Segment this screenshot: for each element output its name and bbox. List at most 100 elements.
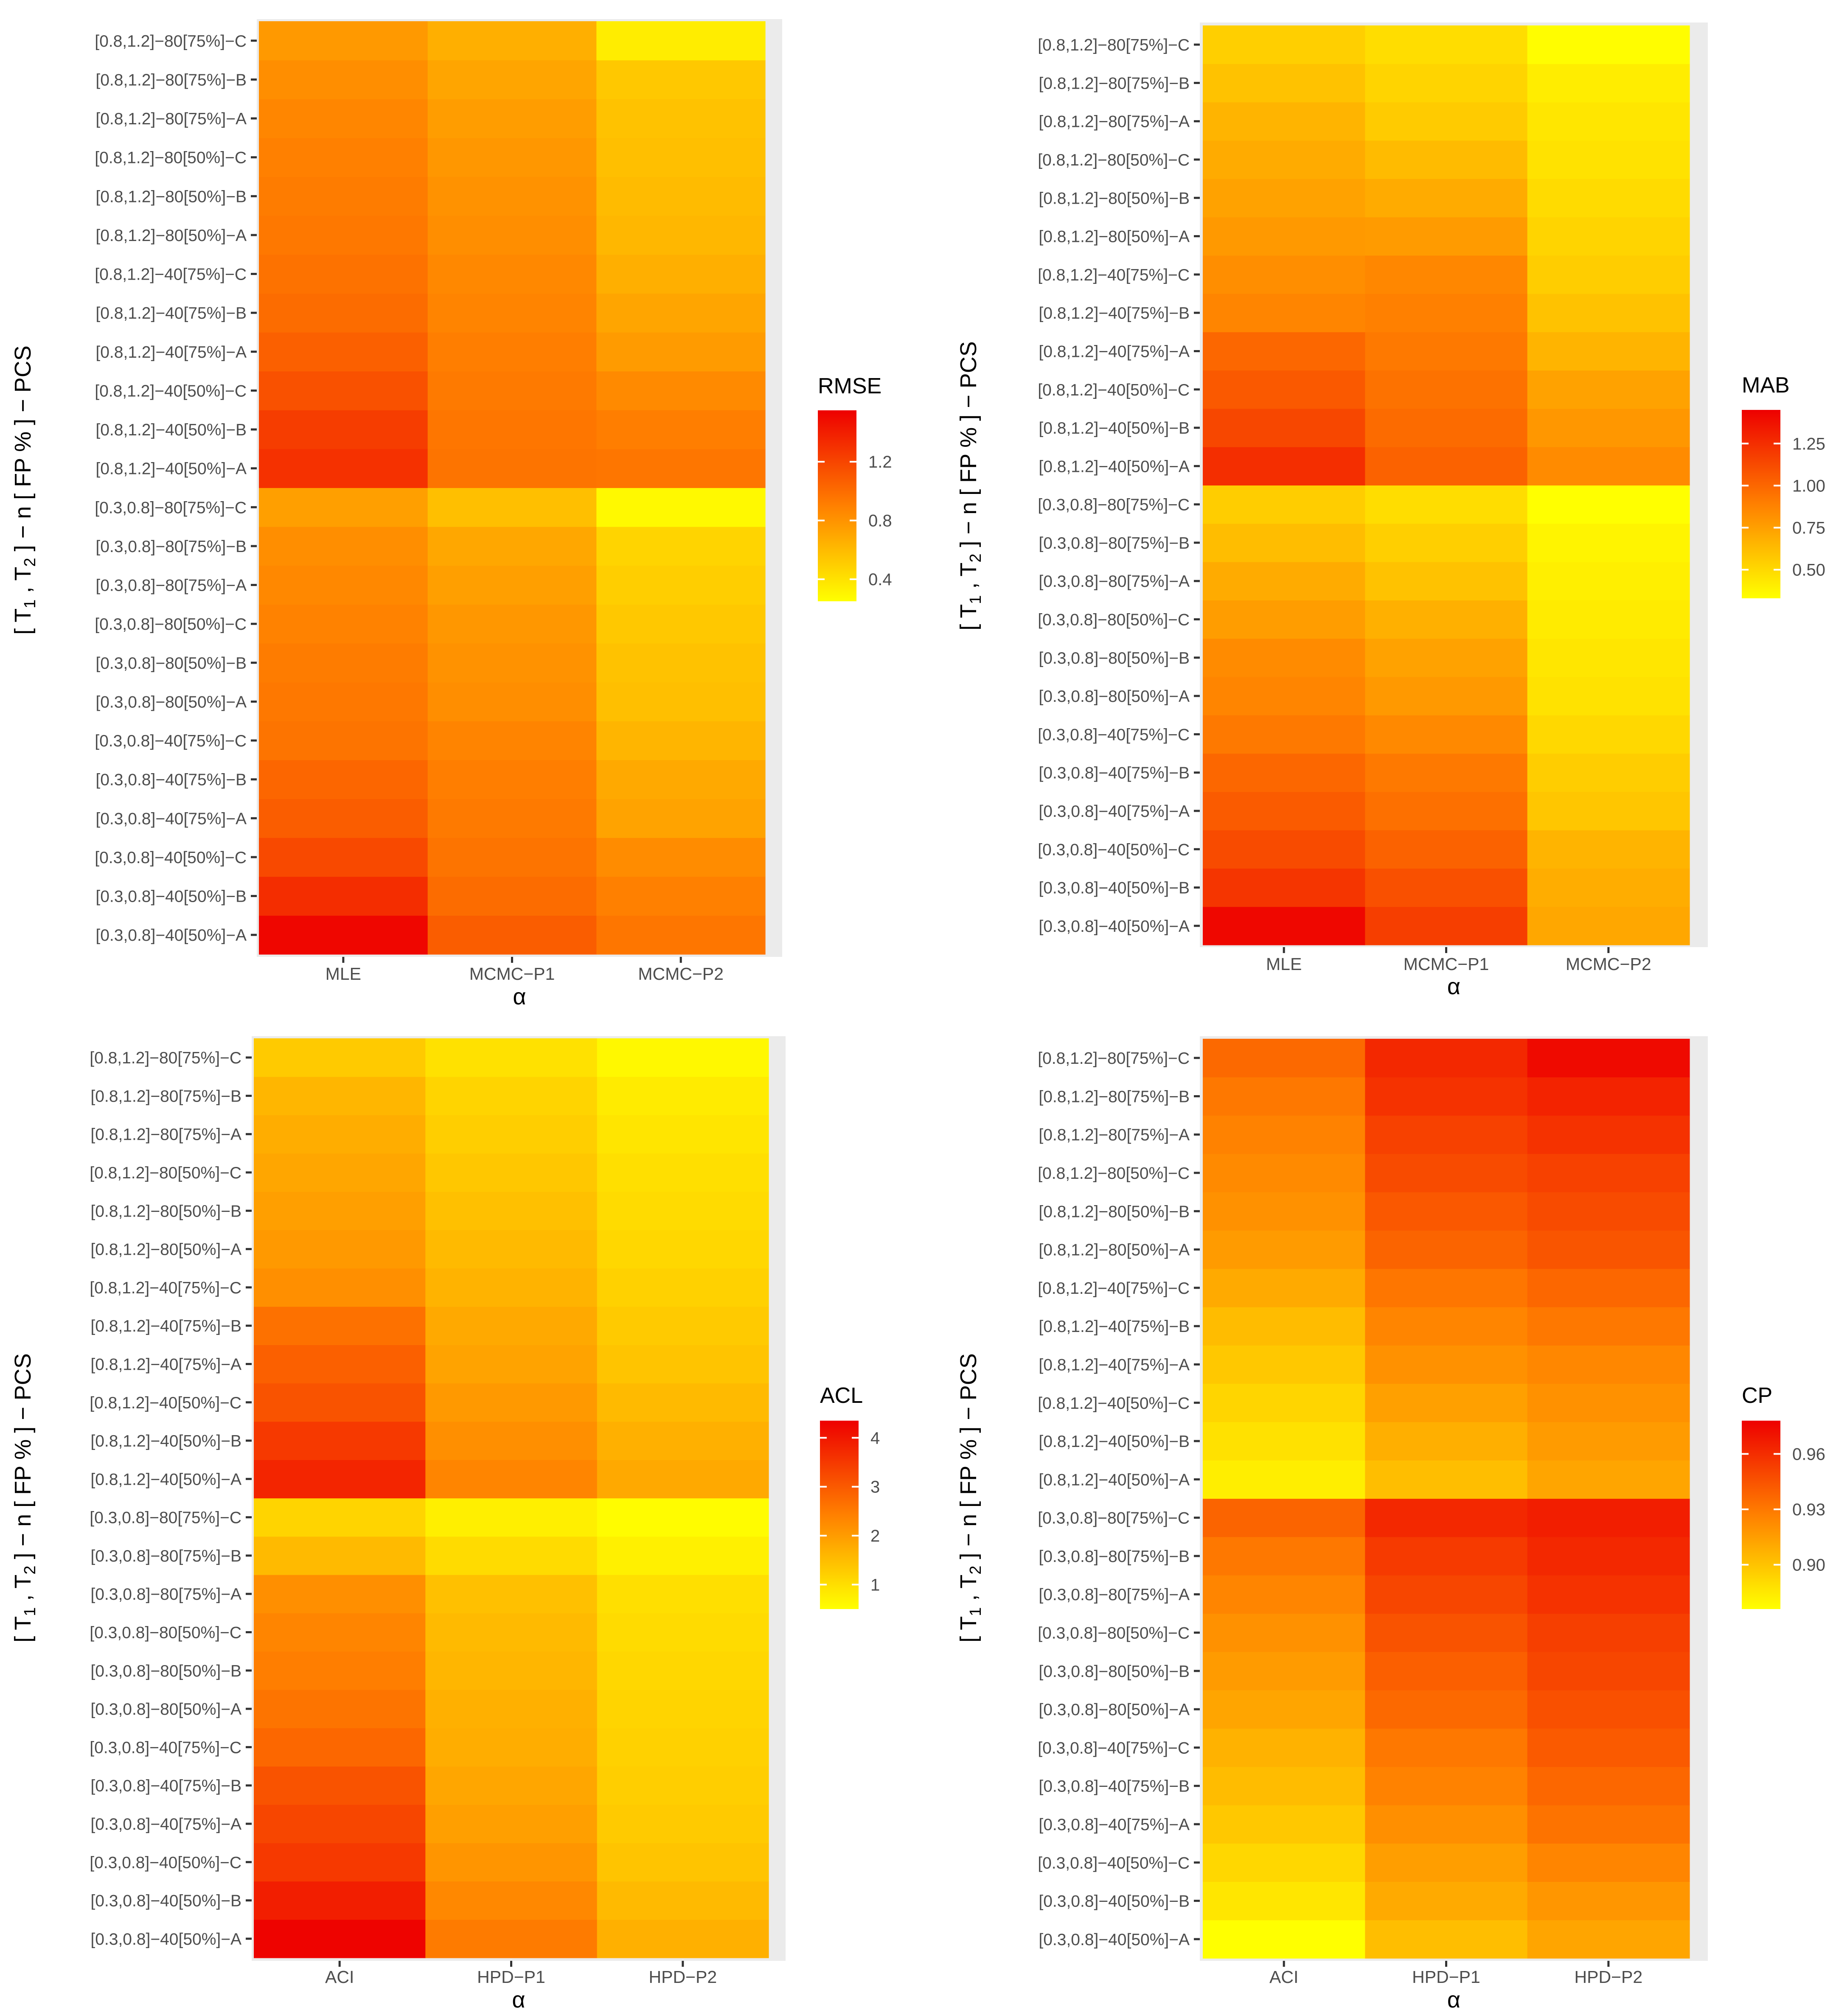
cp-y-axis-title: [ T1 , T2 ] − n [ FP % ] − PCS — [956, 1353, 985, 1643]
acl-tile — [425, 1498, 598, 1537]
mab-legend-tick-label: 1.25 — [1792, 435, 1825, 453]
mab-x-tick-label: MCMC−P1 — [1404, 954, 1489, 974]
acl-tile — [425, 1268, 598, 1307]
acl-y-tick-label: [0.3,0.8]−40[75%]−B — [90, 1777, 241, 1795]
mab-legend-title: MAB — [1742, 373, 1790, 398]
mab-tile — [1365, 562, 1528, 600]
cp-tile — [1527, 1230, 1690, 1269]
rmse-y-tick-label: [0.3,0.8]−80[75%]−A — [95, 577, 247, 595]
rmse-tiles — [259, 21, 766, 955]
mab-tile — [1203, 753, 1365, 792]
rmse-tile — [259, 760, 428, 799]
mab-tile — [1527, 255, 1690, 294]
cp-tile — [1365, 1881, 1528, 1921]
mab-tile — [1365, 600, 1528, 639]
cp-tile — [1365, 1805, 1528, 1844]
cp-tile — [1203, 1498, 1365, 1537]
rmse-x-tick-label: MLE — [326, 964, 361, 984]
mab-tile — [1527, 294, 1690, 332]
rmse-tile — [596, 915, 766, 955]
acl-y-tick-label: [0.3,0.8]−40[50%]−B — [90, 1892, 241, 1910]
cp-tile — [1203, 1383, 1365, 1422]
cp-tile — [1203, 1422, 1365, 1461]
mab-tile — [1365, 102, 1528, 141]
mab-tile — [1365, 294, 1528, 332]
rmse-tile — [427, 488, 597, 527]
mab-tile — [1365, 523, 1528, 562]
rmse-tile — [259, 527, 428, 566]
acl-tile — [597, 1881, 769, 1920]
cp-legend-tick-label: 0.90 — [1792, 1556, 1825, 1575]
rmse-tile — [259, 799, 428, 838]
mab-tile — [1203, 408, 1365, 447]
mab-tile — [1365, 485, 1528, 524]
mab-y-tick-label: [0.8,1.2]−40[75%]−A — [1039, 342, 1190, 361]
cp-tile — [1365, 1268, 1528, 1307]
rmse-y-tick-label: [0.3,0.8]−80[75%]−B — [95, 538, 247, 556]
rmse-y-axis-title: [ T1 , T2 ] − n [ FP % ] − PCS — [10, 345, 39, 635]
rmse-tile — [427, 565, 597, 605]
rmse-tile — [427, 254, 597, 294]
cp-tile — [1527, 1690, 1690, 1729]
cp-tile — [1203, 1230, 1365, 1269]
acl-tile — [254, 1919, 426, 1958]
rmse-tile — [596, 371, 766, 410]
mab-tile — [1365, 332, 1528, 371]
rmse-tile — [596, 99, 766, 138]
acl-tile — [254, 1575, 426, 1613]
acl-tile — [597, 1843, 769, 1882]
acl-tile — [597, 1115, 769, 1154]
cp-y-tick-label: [0.8,1.2]−80[75%]−A — [1039, 1126, 1190, 1144]
acl-tile — [597, 1689, 769, 1728]
acl-legend-colorbar — [820, 1421, 859, 1609]
rmse-panel: [0.3,0.8]−40[50%]−A [0.3,0.8]−40[50%]−B [0… — [10, 19, 892, 1009]
mab-y-tick-label: [0.3,0.8]−80[75%]−B — [1039, 534, 1190, 552]
mab-tile — [1365, 638, 1528, 677]
acl-tile — [254, 1192, 426, 1231]
mab-tile — [1527, 523, 1690, 562]
mab-y-tick-label: [0.8,1.2]−80[75%]−A — [1039, 113, 1190, 131]
acl-tile — [254, 1077, 426, 1116]
acl-tile — [254, 1421, 426, 1460]
mab-tile — [1527, 370, 1690, 409]
mab-legend: MAB 0.50 0.75 1.00 1.25 — [1742, 373, 1825, 598]
rmse-tile — [259, 838, 428, 877]
cp-y-tick-label: [0.3,0.8]−40[50%]−C — [1038, 1854, 1190, 1872]
mab-tile — [1365, 408, 1528, 447]
rmse-tile — [596, 760, 766, 799]
rmse-y-tick-label: [0.8,1.2]−40[50%]−B — [95, 421, 247, 439]
rmse-tile — [596, 876, 766, 916]
acl-tile — [597, 1038, 769, 1077]
acl-y-tick-label: [0.3,0.8]−80[75%]−A — [90, 1585, 241, 1604]
acl-tile — [425, 1651, 598, 1690]
cp-tile — [1203, 1268, 1365, 1307]
rmse-tile — [596, 488, 766, 527]
cp-y-tick-label: [0.8,1.2]−40[50%]−A — [1039, 1471, 1190, 1489]
rmse-tile — [427, 721, 597, 760]
mab-y-tick-label: [0.8,1.2]−80[50%]−A — [1039, 228, 1190, 246]
cp-tile — [1203, 1690, 1365, 1729]
mab-tile — [1527, 408, 1690, 447]
acl-tile — [254, 1038, 426, 1077]
acl-tile — [597, 1345, 769, 1384]
acl-legend-tick-label: 3 — [870, 1478, 880, 1497]
acl-tile — [254, 1345, 426, 1384]
mab-legend-tick-label: 0.50 — [1792, 561, 1825, 580]
cp-tile — [1365, 1422, 1528, 1461]
rmse-y-tick-label: [0.8,1.2]−40[50%]−C — [95, 382, 247, 400]
rmse-tile — [259, 410, 428, 449]
rmse-y-tick-label: [0.3,0.8]−40[75%]−A — [95, 810, 247, 828]
rmse-tile — [427, 332, 597, 372]
mab-y-axis-title: [ T1 , T2 ] − n [ FP % ] − PCS — [956, 341, 985, 631]
rmse-y-tick-label: [0.8,1.2]−40[75%]−C — [95, 266, 247, 284]
rmse-tile — [596, 604, 766, 644]
rmse-tile — [596, 799, 766, 838]
mab-y-tick-label: [0.8,1.2]−80[50%]−B — [1039, 189, 1190, 207]
mab-y-tick-label: [0.3,0.8]−80[50%]−C — [1038, 611, 1190, 629]
mab-tile — [1527, 179, 1690, 218]
cp-tile — [1527, 1728, 1690, 1767]
acl-tile — [597, 1268, 769, 1307]
mab-y-tick-label: [0.3,0.8]−40[50%]−A — [1039, 917, 1190, 936]
mab-legend-colorbar — [1742, 410, 1780, 598]
cp-tile — [1365, 1920, 1528, 1959]
